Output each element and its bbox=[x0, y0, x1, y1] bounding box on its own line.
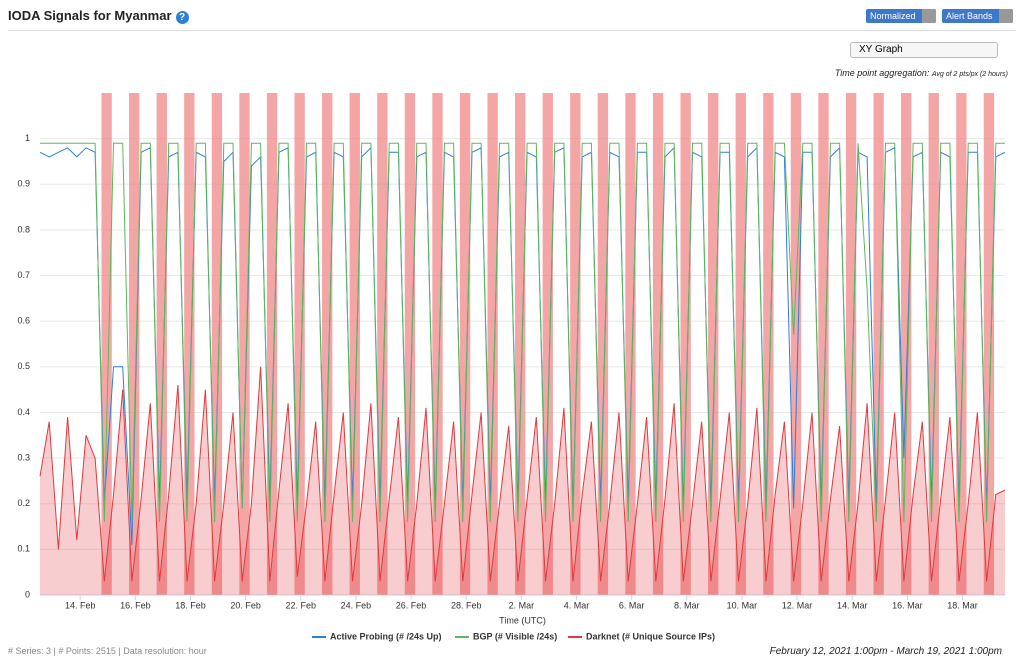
alert-band bbox=[956, 93, 967, 595]
alert-band bbox=[322, 93, 333, 595]
alert-band bbox=[459, 93, 471, 595]
series-line bbox=[39, 366, 1006, 582]
time-range: February 12, 2021 1:00pm - March 19, 202… bbox=[769, 646, 1002, 657]
x-tick-label: 12. Mar bbox=[782, 600, 813, 610]
x-tick-label: 24. Feb bbox=[341, 600, 372, 610]
alert-band bbox=[735, 93, 746, 595]
series-area bbox=[40, 366, 1005, 595]
x-tick-label: 2. Mar bbox=[509, 600, 535, 610]
y-tick-label: 0.1 bbox=[17, 544, 30, 554]
normalized-toggle[interactable]: Normalized bbox=[866, 9, 936, 23]
series-info: # Series: 3 | # Points: 2515 | Data reso… bbox=[8, 646, 207, 656]
x-tick-label: 14. Mar bbox=[837, 600, 868, 610]
y-tick-label: 0.7 bbox=[17, 270, 30, 280]
y-tick-label: 0.4 bbox=[17, 407, 30, 417]
alert-band bbox=[983, 93, 995, 595]
alert-band bbox=[570, 93, 581, 595]
alert-band bbox=[239, 93, 250, 595]
aggregation-value: Avg of 2 pts/px (2 hours) bbox=[931, 71, 1008, 78]
x-tick-label: 14. Feb bbox=[65, 600, 96, 610]
aggregation-label: Time point aggregation: bbox=[834, 68, 930, 78]
legend-label: BGP (# Visible /24s) bbox=[473, 631, 557, 641]
alert-band bbox=[625, 93, 636, 595]
title-text: IODA Signals for Myanmar bbox=[8, 8, 172, 23]
alert-bands-toggle[interactable]: Alert Bands bbox=[942, 9, 1013, 23]
alert-band bbox=[377, 93, 388, 595]
x-tick-label: 6. Mar bbox=[619, 600, 645, 610]
x-tick-label: 18. Mar bbox=[947, 600, 978, 610]
aggregation: Time point aggregation: Avg of 2 pts/px … bbox=[835, 68, 1008, 78]
legend-label: Active Probing (# /24s Up) bbox=[330, 631, 442, 641]
x-tick-label: 22. Feb bbox=[286, 600, 317, 610]
alert-band bbox=[101, 93, 112, 595]
x-tick-label: 16. Feb bbox=[120, 600, 151, 610]
y-tick-label: 0.2 bbox=[17, 498, 30, 508]
x-tick-label: 20. Feb bbox=[230, 600, 261, 610]
x-tick-label: 26. Feb bbox=[396, 600, 427, 610]
alert-band bbox=[266, 93, 278, 595]
y-tick-label: 0.6 bbox=[17, 316, 30, 326]
x-tick-label: 16. Mar bbox=[892, 600, 923, 610]
x-tick-label: 10. Mar bbox=[727, 600, 758, 610]
y-tick-label: 0.3 bbox=[17, 452, 30, 462]
alert-band bbox=[763, 93, 774, 595]
page-title: IODA Signals for Myanmar? bbox=[8, 8, 189, 24]
alert-band bbox=[845, 93, 857, 595]
y-tick-label: 1 bbox=[25, 133, 30, 143]
help-icon[interactable]: ? bbox=[175, 11, 189, 24]
y-tick-label: 0.5 bbox=[17, 361, 30, 371]
divider bbox=[8, 30, 1016, 31]
alert-band bbox=[432, 93, 443, 595]
alert-band bbox=[487, 93, 498, 595]
view-select[interactable]: XY Graph bbox=[850, 42, 998, 58]
alert-band bbox=[129, 93, 140, 595]
alert-band bbox=[597, 93, 609, 595]
alert-band bbox=[404, 93, 416, 595]
legend-label: Darknet (# Unique Source IPs) bbox=[586, 631, 715, 641]
alert-band bbox=[349, 93, 360, 595]
alert-band bbox=[211, 93, 223, 595]
alert-band bbox=[294, 93, 305, 595]
series-line bbox=[40, 142, 1005, 523]
alert-band bbox=[928, 93, 939, 595]
x-tick-label: 8. Mar bbox=[674, 600, 700, 610]
x-axis-label: Time (UTC) bbox=[499, 615, 546, 625]
alert-band bbox=[542, 93, 553, 595]
x-tick-label: 4. Mar bbox=[564, 600, 590, 610]
alert-band bbox=[873, 93, 884, 595]
alert-band bbox=[901, 93, 912, 595]
alert-band bbox=[184, 93, 195, 595]
alert-band bbox=[790, 93, 802, 595]
y-tick-label: 0 bbox=[25, 589, 30, 599]
alert-band bbox=[652, 93, 664, 595]
x-tick-label: 28. Feb bbox=[451, 600, 482, 610]
x-tick-label: 18. Feb bbox=[175, 600, 206, 610]
alert-band bbox=[818, 93, 829, 595]
alert-band bbox=[156, 93, 167, 595]
y-tick-label: 0.9 bbox=[17, 179, 30, 189]
y-tick-label: 0.8 bbox=[17, 224, 30, 234]
alert-band bbox=[680, 93, 691, 595]
alert-band bbox=[708, 93, 719, 595]
alert-band bbox=[515, 93, 526, 595]
